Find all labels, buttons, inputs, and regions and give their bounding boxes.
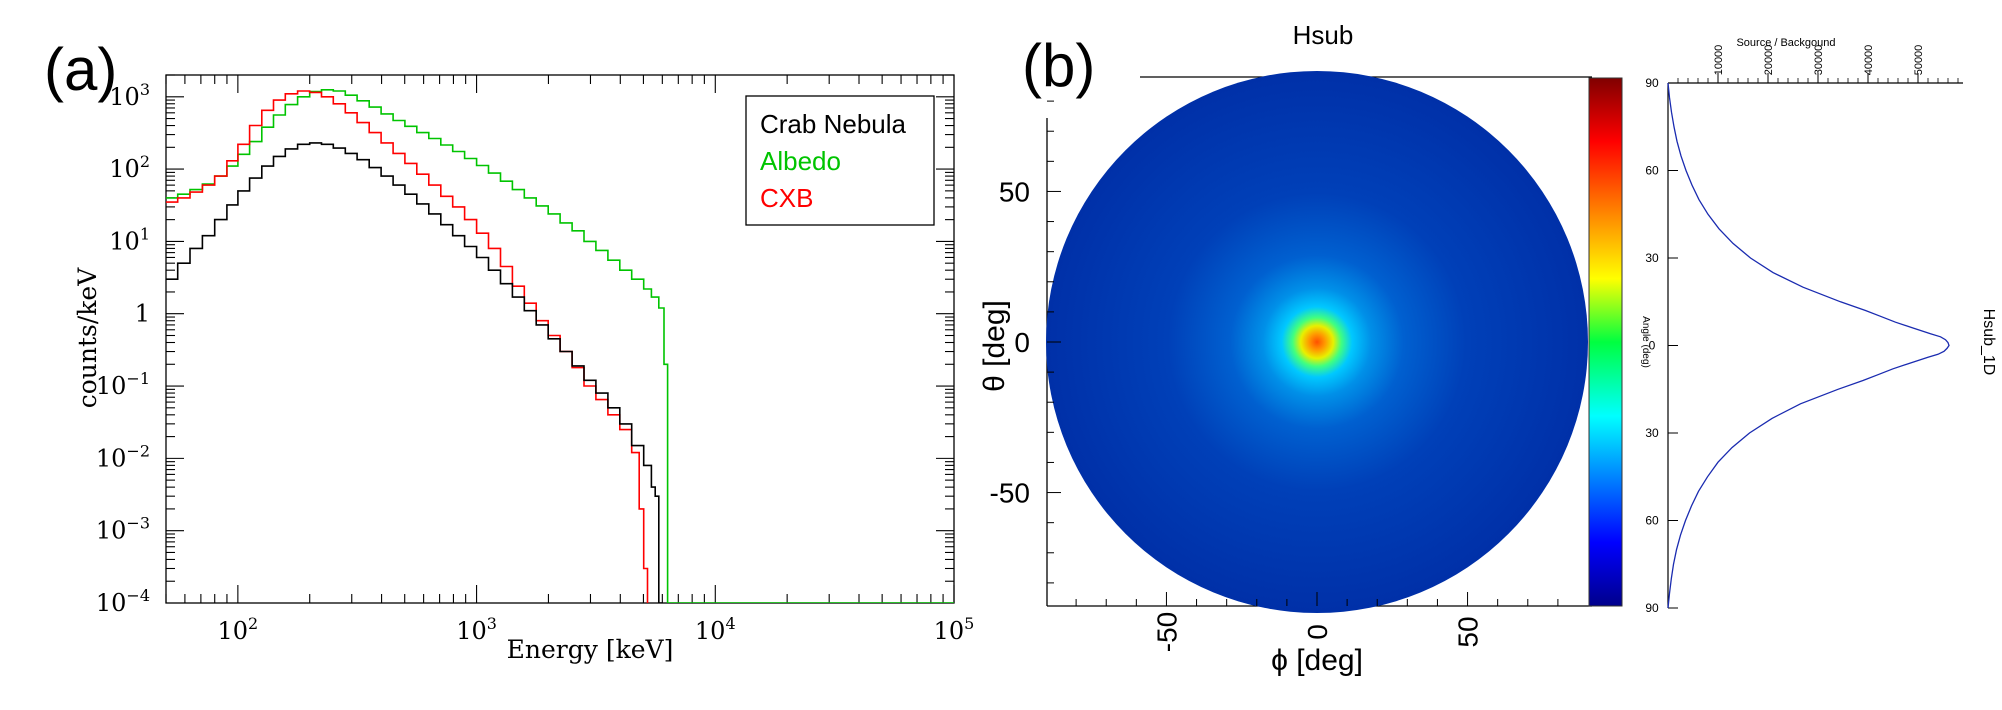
x-tick-label: 104 bbox=[695, 614, 736, 645]
heatmap-title: Hsub bbox=[1293, 20, 1354, 50]
heatmap-x-tick-label: 0 bbox=[1302, 624, 1333, 640]
plot-frame bbox=[165, 74, 955, 604]
profile-top-tick-label: 30000 bbox=[1813, 45, 1825, 76]
profile-top-tick-label: 40000 bbox=[1863, 45, 1875, 76]
legend-box bbox=[745, 95, 935, 226]
colorbar bbox=[1588, 77, 1623, 607]
series-group bbox=[166, 89, 954, 603]
series-line bbox=[166, 89, 954, 603]
y-tick-label: 102 bbox=[109, 152, 150, 183]
legend: Crab Nebula Albedo CXB bbox=[760, 109, 907, 213]
profile-side-tick-label: 90 bbox=[1645, 76, 1659, 90]
y-tick-label: 103 bbox=[109, 80, 150, 111]
profile-top-label: Source / Backgound bbox=[1736, 37, 1835, 49]
heatmap-y-tick-label: 0 bbox=[1014, 327, 1030, 358]
panel-label-a: (a) bbox=[44, 36, 117, 103]
heatmap-x-tick-label: -50 bbox=[1151, 612, 1182, 652]
profile-top-tick-label: 10000 bbox=[1713, 45, 1725, 76]
profile-side-tick-label: 30 bbox=[1645, 251, 1659, 265]
profile-side-tick-label: 60 bbox=[1645, 164, 1659, 178]
profile-line bbox=[1667, 82, 1950, 609]
y-axis-label: counts/keV bbox=[73, 267, 102, 408]
profile-side-tick-label: 60 bbox=[1645, 514, 1659, 528]
heatmap-x-tick-label: 50 bbox=[1453, 616, 1484, 647]
profile-title: Hsub_1D bbox=[1980, 309, 1997, 376]
profile-ticks: 10000 20000 30000 40000 50000 90 60 30 0 30 60 90 bbox=[1645, 45, 1959, 615]
profile-top-tick-label: 50000 bbox=[1913, 45, 1925, 76]
heatmap-disk bbox=[1046, 71, 1588, 613]
heatmap-y-tick-label: -50 bbox=[990, 478, 1030, 509]
spectrum-chart: 102 103 104 105 10−4 10−3 10−2 10−1 1 101 102 103 E… bbox=[73, 74, 975, 664]
colorbar-label: Angle (deg) bbox=[1640, 316, 1651, 368]
heatmap-y-label: θ [deg] bbox=[978, 300, 1011, 392]
profile-chart: Angle (deg) Source / Backgound 10000 2000… bbox=[1640, 37, 1997, 615]
profile-side-tick-label: 90 bbox=[1645, 601, 1659, 615]
y-tick-label: 1 bbox=[135, 300, 150, 328]
heatmap-ticks: -50 0 50 50 0 -50 bbox=[990, 100, 1559, 652]
tick-labels: 102 103 104 105 10−4 10−3 10−2 10−1 1 101 102 103 bbox=[96, 80, 975, 645]
y-tick-label: 10−2 bbox=[96, 441, 150, 472]
legend-entry: CXB bbox=[760, 183, 813, 213]
y-tick-label: 10−4 bbox=[96, 586, 150, 617]
x-tick-label: 105 bbox=[934, 614, 975, 645]
heatmap-y-tick-label: 50 bbox=[999, 176, 1030, 207]
x-axis-label: Energy [keV] bbox=[507, 635, 674, 664]
series-line bbox=[166, 90, 649, 603]
y-tick-label: 101 bbox=[109, 224, 150, 255]
legend-entry: Crab Nebula bbox=[760, 109, 907, 139]
profile-side-tick-label: 0 bbox=[1649, 339, 1656, 353]
legend-entry: Albedo bbox=[760, 146, 841, 176]
x-tick-label: 103 bbox=[456, 614, 497, 645]
y-tick-label: 10−1 bbox=[96, 369, 150, 400]
x-tick-label: 102 bbox=[217, 614, 258, 645]
heatmap-x-label: ϕ [deg] bbox=[1271, 644, 1363, 677]
series-line bbox=[166, 142, 663, 603]
y-tick-label: 10−3 bbox=[96, 514, 150, 545]
profile-top-tick-label: 20000 bbox=[1763, 45, 1775, 76]
axis-ticks bbox=[165, 74, 955, 604]
panel-label-b: (b) bbox=[1022, 32, 1095, 99]
profile-side-tick-label: 30 bbox=[1645, 426, 1659, 440]
angular-heatmap: Hsub -50 0 50 50 0 -50 ϕ [deg] θ [deg] bbox=[978, 20, 1623, 677]
